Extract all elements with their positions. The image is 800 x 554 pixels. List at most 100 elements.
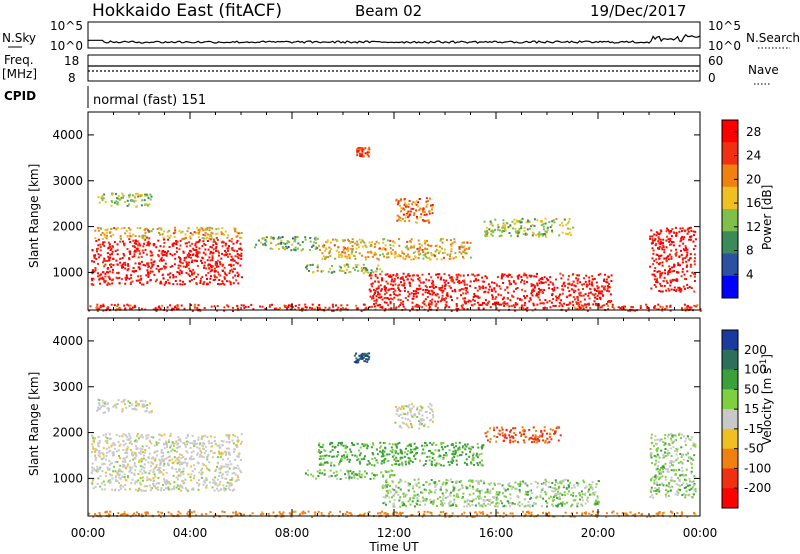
data-cell: [116, 248, 119, 251]
data-cell: [695, 305, 698, 308]
data-cell: [409, 497, 412, 500]
data-cell: [389, 294, 392, 297]
data-cell: [681, 235, 684, 238]
data-cell: [441, 241, 444, 244]
data-cell: [128, 277, 131, 280]
data-cell: [96, 468, 99, 470]
data-cell: [497, 293, 500, 296]
data-cell: [361, 443, 364, 446]
data-cell: [689, 226, 692, 229]
data-cell: [216, 305, 219, 307]
data-cell: [441, 448, 444, 451]
data-cell: [407, 461, 410, 464]
data-cell: [413, 448, 416, 451]
data-cell: [101, 238, 104, 240]
data-cell: [683, 277, 686, 280]
data-cell: [220, 439, 223, 442]
data-cell: [442, 289, 445, 292]
data-cell: [348, 478, 351, 481]
data-cell: [96, 250, 98, 253]
data-cell: [191, 309, 194, 312]
data-cell: [116, 305, 119, 308]
data-cell: [134, 235, 137, 238]
data-cell: [481, 302, 484, 304]
data-cell: [185, 488, 188, 491]
data-cell: [665, 280, 668, 283]
data-cell: [224, 450, 227, 453]
data-cell: [190, 304, 193, 307]
data-cell: [242, 304, 245, 307]
data-cell: [222, 458, 224, 461]
data-cell: [160, 458, 163, 461]
data-cell: [510, 234, 513, 237]
data-cell: [159, 245, 162, 248]
data-cell: [432, 501, 435, 504]
data-cell: [395, 274, 398, 277]
data-cell: [378, 303, 381, 306]
data-cell: [136, 434, 139, 437]
power-scatter: [88, 146, 702, 312]
data-cell: [415, 290, 417, 293]
data-cell: [171, 442, 174, 445]
data-cell: [146, 194, 149, 197]
data-cell: [208, 229, 211, 232]
data-cell: [108, 479, 110, 482]
data-cell: [130, 274, 133, 277]
data-cell: [199, 449, 202, 452]
data-cell: [412, 290, 415, 292]
data-cell: [539, 219, 542, 222]
data-cell: [518, 229, 521, 232]
data-cell: [140, 277, 143, 280]
data-cell: [220, 257, 223, 260]
data-cell: [135, 444, 137, 447]
data-cell: [92, 269, 94, 272]
data-cell: [399, 456, 402, 459]
data-cell: [206, 226, 209, 229]
data-cell: [309, 306, 311, 309]
data-cell: [522, 274, 525, 277]
data-cell: [558, 295, 560, 298]
data-cell: [372, 442, 374, 445]
data-cell: [522, 480, 525, 483]
data-cell: [555, 278, 557, 281]
data-cell: [348, 460, 351, 463]
data-cell: [142, 451, 144, 454]
data-cell: [663, 251, 666, 254]
data-cell: [236, 436, 239, 439]
data-cell: [498, 235, 501, 238]
data-cell: [572, 499, 575, 502]
data-cell: [533, 224, 536, 227]
data-cell: [141, 436, 144, 439]
data-cell: [541, 487, 544, 490]
data-cell: [440, 464, 443, 467]
data-cell: [219, 263, 222, 266]
data-cell: [198, 239, 201, 241]
data-cell: [185, 265, 188, 268]
data-cell: [278, 242, 280, 245]
data-cell: [670, 257, 673, 260]
data-cell: [411, 301, 414, 304]
data-cell: [155, 482, 158, 485]
data-cell: [546, 505, 548, 508]
data-cell: [175, 486, 178, 489]
data-cell: [676, 271, 678, 274]
data-cell: [594, 293, 597, 295]
data-cell: [375, 298, 378, 301]
data-cell: [175, 476, 178, 479]
data-cell: [329, 247, 332, 250]
data-cell: [208, 442, 211, 445]
data-cell: [216, 462, 219, 465]
data-cell: [492, 303, 494, 306]
data-cell: [314, 236, 317, 239]
data-cell: [546, 502, 549, 505]
data-cell: [278, 236, 280, 239]
data-cell: [203, 242, 206, 245]
data-cell: [675, 231, 678, 234]
data-cell: [465, 301, 467, 303]
data-cell: [343, 247, 346, 249]
data-cell: [101, 194, 104, 197]
data-cell: [265, 236, 268, 239]
data-cell: [518, 220, 521, 223]
data-cell: [496, 284, 498, 287]
